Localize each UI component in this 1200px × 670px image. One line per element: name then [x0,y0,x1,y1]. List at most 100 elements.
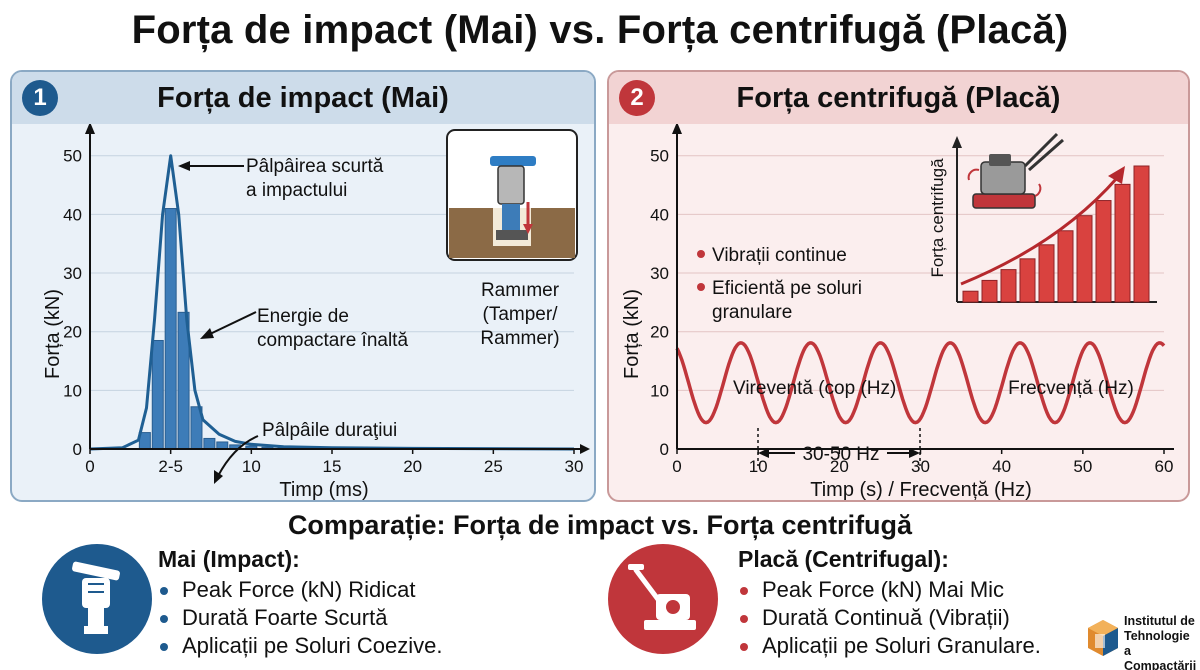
impact-panel-title: Forța de impact (Mai) [157,82,449,114]
institute-name-line: Tehnologie a [1124,629,1190,658]
inset-bar [1095,200,1112,303]
x-tick-label: 40 [992,457,1011,476]
rammer-icon [42,544,152,654]
x-tick-label: 10 [242,457,261,476]
x-tick-label: 30 [565,457,584,476]
rammer-illustration [446,129,578,261]
inset-bar [1019,258,1036,303]
annotation-text: a impactului [246,180,347,201]
y-axis-arrow [672,124,682,134]
tick-labels: 0 10 20 30 40 50 0 10 20 30 40 50 60 [650,147,1173,476]
comparison-title: Comparație: Forța de impact vs. Forța ce… [287,510,913,540]
y-tick-label: 0 [660,440,669,459]
list-item: Peak Force (kN) Ridicat [156,576,442,604]
y-tick-label: 40 [63,205,82,224]
inset-bar [962,290,979,303]
list-item: Peak Force (kN) Mai Mic [736,576,1041,604]
list-item: Durată Foarte Scurtă [156,604,442,632]
annotation-short-peak: Pâlpâirea scurtă a impactului [178,156,384,201]
bullet-text: granulare [712,302,792,323]
impact-panel-header: 1 Forța de impact (Mai) [12,72,594,124]
tick-labels: 0 10 20 30 40 50 0 2-5 10 15 20 25 30 [63,147,583,476]
plate-section-title: Placă (Centrifugal): [738,546,949,572]
centrifugal-panel-header: 2 Forța centrifugă (Placă) [609,72,1188,124]
rammer-features-list: Peak Force (kN) Ridicat Durată Foarte Sc… [156,576,442,660]
inset-caption: Ramımer [481,280,560,301]
inset-bar-series [962,165,1150,303]
inset-bar [1000,269,1017,303]
x-tick-label: 0 [85,457,94,476]
y-tick-label: 10 [63,381,82,400]
inset-caption: (Tamper/ [483,304,559,325]
list-item: Aplicații pe Soluri Granulare. [736,632,1041,660]
institute-name-line: Institutul de [1124,614,1195,628]
x-tick-label: 10 [749,457,768,476]
page-title: Forța de impact (Mai) vs. Forța centrifu… [131,8,1069,52]
y-tick-label: 30 [650,264,669,283]
institute-name-line: Compactării [1124,659,1197,670]
y-tick-label: 50 [63,147,82,166]
inset-bar [1057,230,1074,303]
y-axis-label: Forța (kN) [621,289,643,379]
x-tick-label: 20 [403,457,422,476]
annotation-text: Pâlpâile duraţiui [262,420,397,441]
x-axis-arrow [580,444,590,454]
annotation-text: Pâlpâirea scurtă [246,156,384,177]
panel-number-badge: 2 [619,80,655,116]
wave-label: Vireventă (cop (Hz) [733,378,896,399]
x-tick-label: 0 [672,457,681,476]
y-axis-arrow [85,124,95,134]
panel-number-badge: 1 [22,80,58,116]
frequency-range-marker: 30-50 Hz [757,428,921,466]
x-tick-label: 50 [1073,457,1092,476]
x-tick-label: 25 [484,457,503,476]
y-tick-label: 10 [650,381,669,400]
bar [203,437,216,450]
list-item: Durată Continuă (Vibrații) [736,604,1041,632]
plate-compactor-illustration [967,132,1064,209]
bar [151,339,164,450]
centrifugal-panel: 2 Forța centrifugă (Placă) 0 10 20 30 40 50 0 1… [607,70,1190,502]
bullet-text: Eficientă pe soluri [712,278,862,299]
inset-bar [1114,183,1131,303]
x-axis-label: Timp (ms) [279,479,368,501]
centrifugal-force-chart: 0 10 20 30 40 50 0 10 20 30 40 50 60 Forța (kN) Timp… [621,124,1174,501]
axes [672,124,1174,454]
impact-force-chart: 0 10 20 30 40 50 0 2-5 10 15 20 25 30 Forța (kN) Tim… [42,124,590,501]
annotation-duration: Pâlpâile duraţiui [214,420,397,484]
rammer-section-title: Mai (Impact): [158,546,300,572]
annotation-high-energy: Energie de compactare înaltă [200,306,408,351]
inset-bar [1133,165,1150,303]
y-tick-label: 30 [63,264,82,283]
axes [85,124,590,454]
force-curve [89,154,575,451]
annotation-text: compactare înaltă [257,330,408,351]
y-tick-label: 0 [73,440,82,459]
y-tick-label: 20 [650,323,669,342]
inset-caption: Rammer) [480,328,559,349]
inset-bar [1076,215,1093,303]
plate-compactor-icon [608,544,718,654]
x-tick-label: 20 [830,457,849,476]
wave-series [675,341,1166,425]
x-tick-label: 60 [1155,457,1174,476]
frequency-force-inset: Forța centrifugă Frecvență (Hz) [928,132,1157,399]
x-tick-label: 15 [323,457,342,476]
y-tick-label: 40 [650,205,669,224]
feature-bullets: Vibrații continue Eficientă pe soluri gr… [697,245,862,323]
x-tick-label: 2-5 [158,457,183,476]
y-tick-label: 20 [63,323,82,342]
x-tick-label: 30 [911,457,930,476]
x-axis-label: Timp (s) / Frecvență (Hz) [810,479,1032,501]
institute-name: Institutul de Tehnologie a Compactării [1124,614,1200,670]
inset-y-label: Forța centrifugă [928,158,947,278]
centrifugal-panel-title: Forța centrifugă (Placă) [736,82,1061,114]
plate-features-list: Peak Force (kN) Mai Mic Durată Continuă … [736,576,1041,660]
bar [216,441,229,450]
institute-logo-icon [1086,618,1120,658]
list-item: Aplicații pe Soluri Coezive. [156,632,442,660]
y-axis-label: Forța (kN) [42,289,64,379]
inset-bar [1038,244,1055,303]
vibration-wave [675,341,1166,425]
y-tick-label: 50 [650,147,669,166]
